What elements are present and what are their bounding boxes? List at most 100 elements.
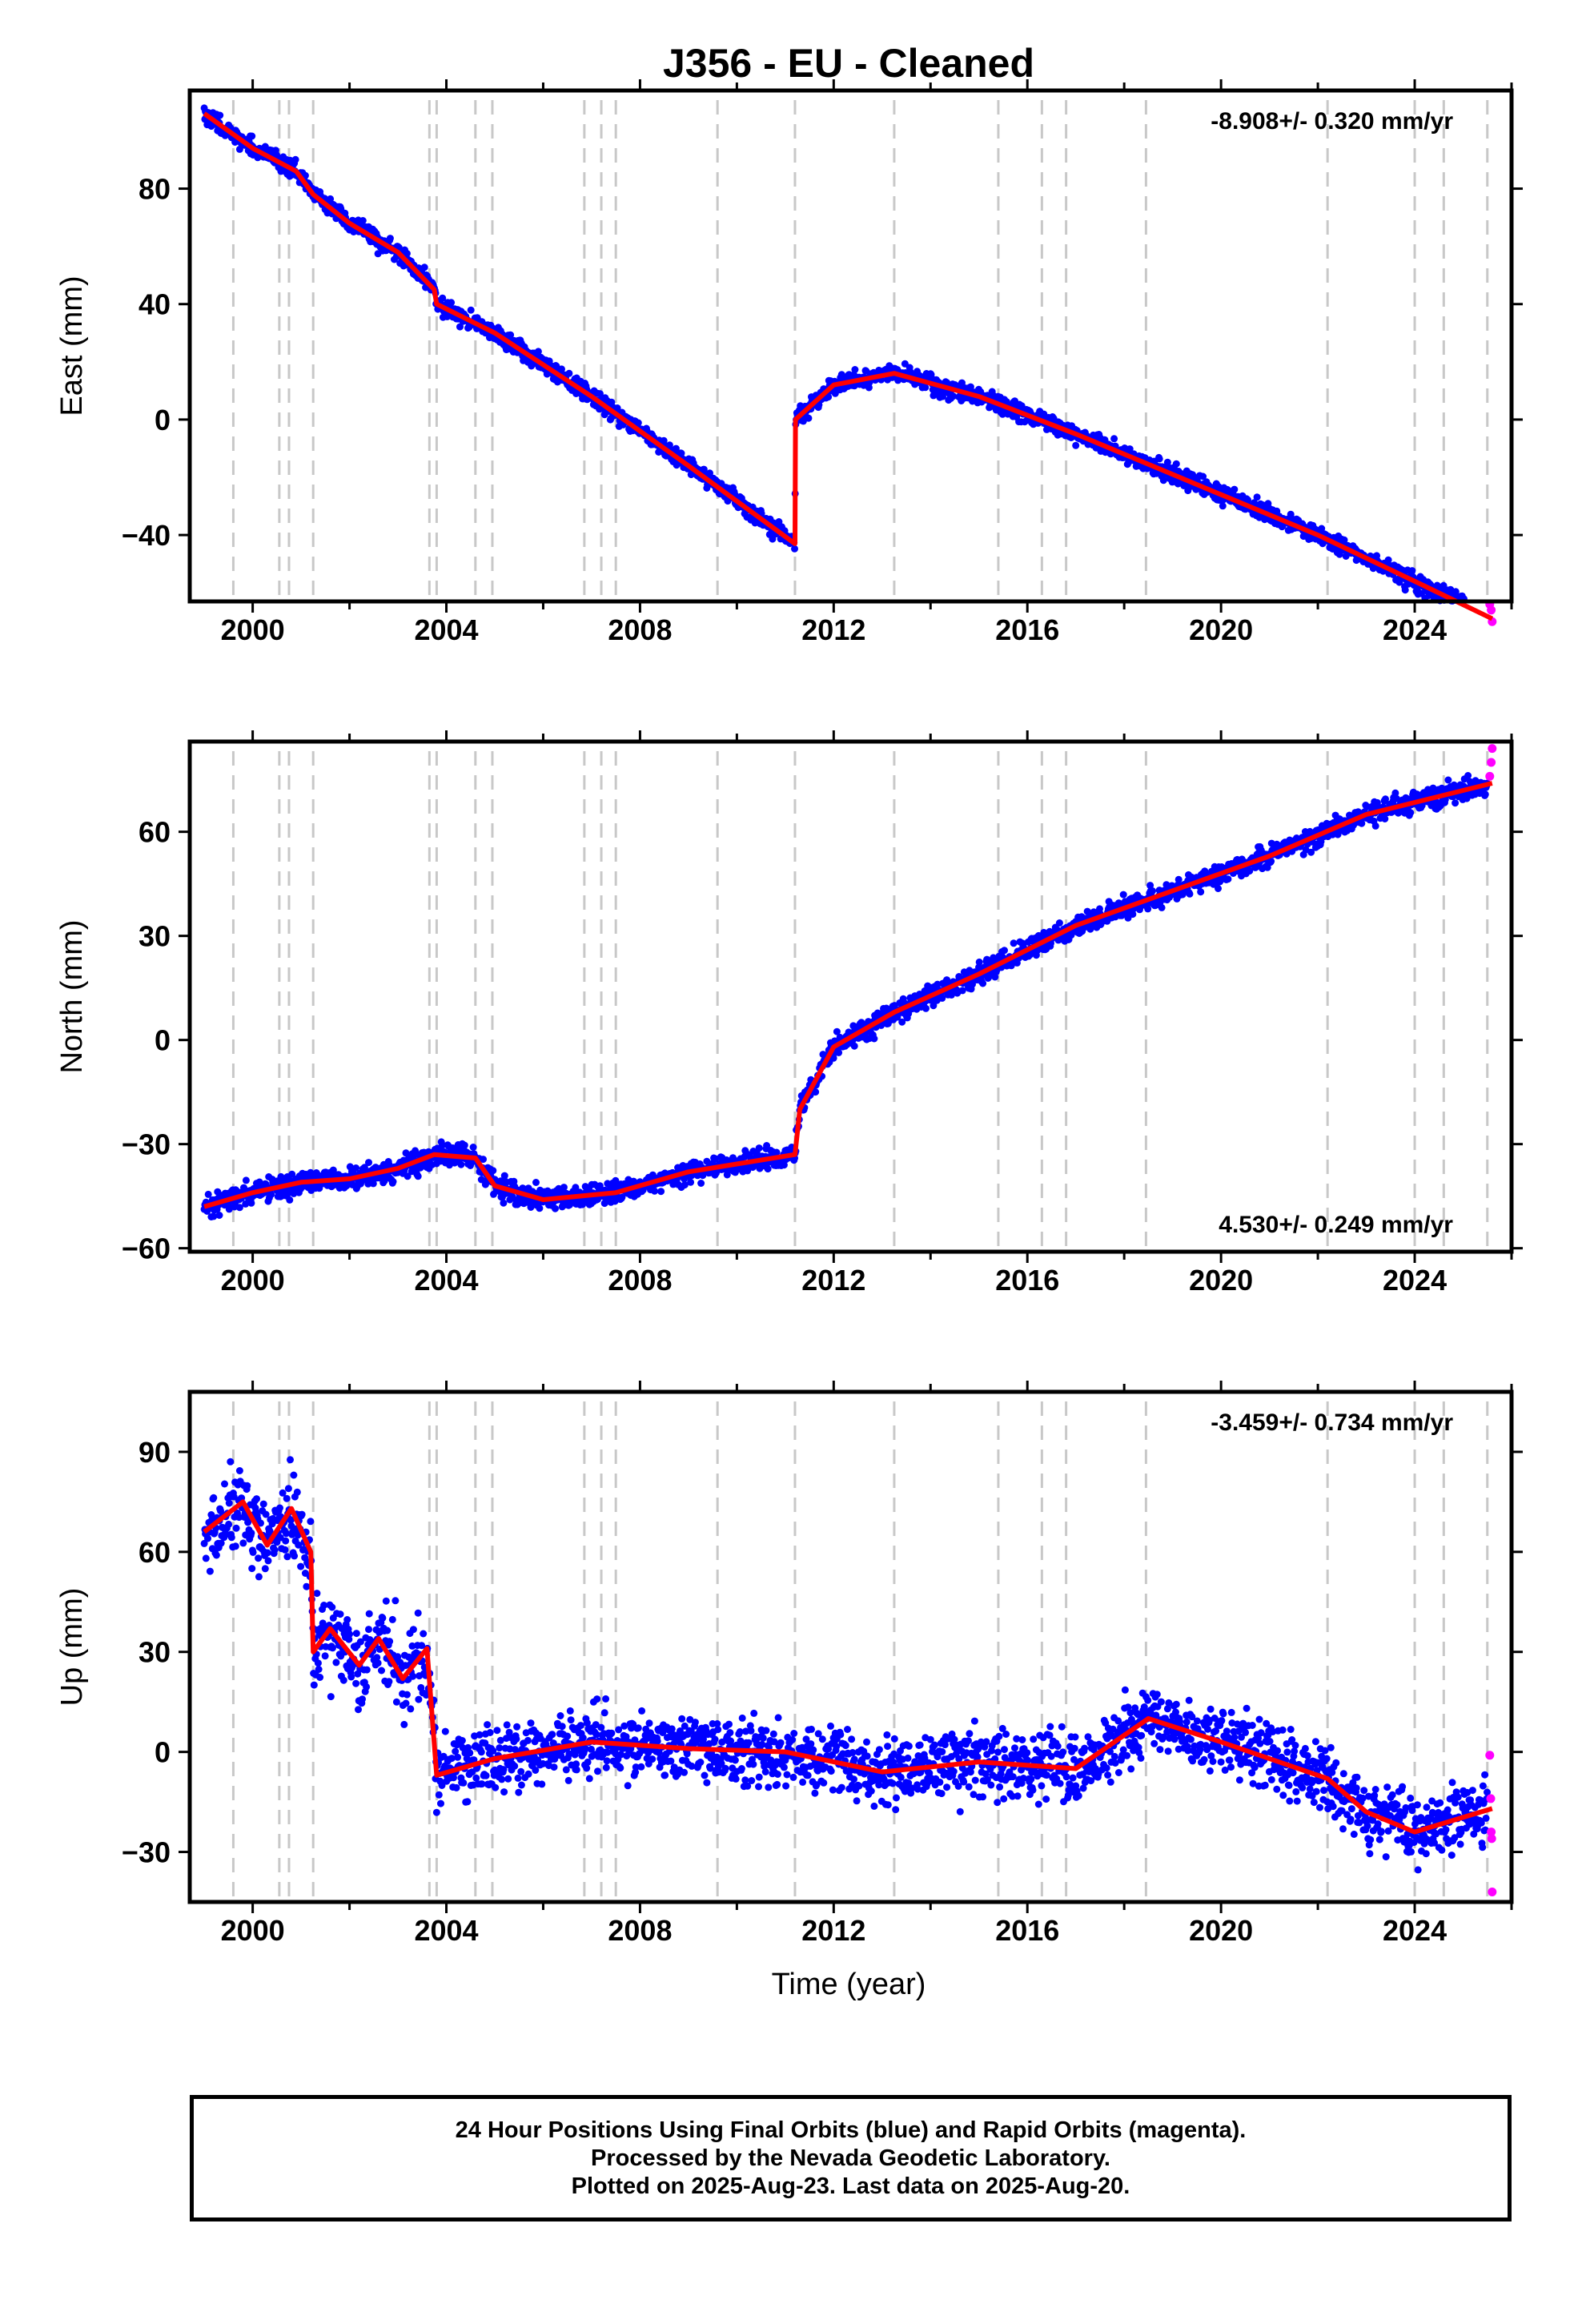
final-point bbox=[1452, 799, 1460, 807]
final-point bbox=[267, 1191, 275, 1199]
y-tick-label: 0 bbox=[155, 1024, 171, 1057]
x-tick-label: 2012 bbox=[801, 1264, 865, 1297]
final-point bbox=[439, 294, 447, 302]
final-point bbox=[363, 1666, 371, 1674]
final-point bbox=[552, 1204, 559, 1212]
y-tick-label: −60 bbox=[122, 1232, 171, 1265]
final-point bbox=[1144, 905, 1152, 913]
final-point bbox=[259, 1500, 267, 1508]
chart-title: J356 - EU - Cleaned bbox=[663, 41, 1034, 86]
final-point bbox=[327, 195, 335, 203]
panel-north: 2000 2004 2008 2012 2016 2020 2024−60−3003060N… bbox=[55, 730, 1523, 1297]
final-point bbox=[227, 1458, 235, 1466]
final-point bbox=[227, 1534, 235, 1542]
final-point bbox=[332, 1659, 340, 1667]
final-point bbox=[489, 1167, 497, 1175]
final-point bbox=[298, 1510, 306, 1518]
final-point bbox=[255, 1573, 263, 1581]
final-point bbox=[950, 392, 958, 400]
x-tick-label: 2024 bbox=[1383, 613, 1447, 646]
final-point bbox=[352, 1679, 360, 1687]
final-point bbox=[307, 1518, 315, 1526]
final-point bbox=[467, 306, 475, 314]
y-tick-label: 60 bbox=[139, 816, 171, 849]
final-point bbox=[791, 545, 798, 553]
final-point bbox=[1231, 485, 1239, 493]
final-point bbox=[225, 1499, 233, 1507]
final-point bbox=[382, 1597, 390, 1605]
x-tick-label: 2000 bbox=[221, 613, 285, 646]
final-point bbox=[415, 1695, 423, 1703]
final-point bbox=[922, 1004, 930, 1012]
final-point bbox=[253, 1495, 260, 1503]
final-point bbox=[1381, 815, 1389, 822]
final-point bbox=[232, 1524, 240, 1532]
final-point bbox=[297, 1562, 305, 1570]
final-point bbox=[432, 1808, 440, 1816]
final-point bbox=[363, 1683, 371, 1691]
final-point bbox=[291, 1552, 299, 1560]
rapid-point bbox=[1487, 605, 1496, 615]
x-tick-label: 2016 bbox=[995, 613, 1059, 646]
final-point bbox=[534, 348, 542, 356]
final-point bbox=[247, 1199, 255, 1207]
final-point bbox=[697, 1180, 705, 1187]
rapid-point bbox=[1485, 771, 1495, 781]
final-point bbox=[634, 419, 642, 427]
final-point bbox=[263, 1549, 271, 1557]
final-point bbox=[313, 1590, 321, 1598]
final-point bbox=[221, 1480, 228, 1488]
final-point bbox=[448, 299, 456, 307]
final-point bbox=[365, 1626, 372, 1634]
final-point bbox=[400, 1720, 408, 1728]
final-point bbox=[456, 323, 464, 331]
final-point bbox=[386, 235, 394, 243]
final-point bbox=[231, 1542, 239, 1550]
rate-annotation: 4.530+/- 0.249 mm/yr bbox=[1219, 1212, 1453, 1238]
final-point bbox=[276, 1504, 283, 1512]
final-point bbox=[507, 331, 515, 339]
final-point bbox=[283, 1553, 291, 1561]
final-point bbox=[700, 465, 708, 473]
final-point bbox=[1219, 502, 1227, 510]
final-point bbox=[403, 250, 411, 258]
final-point bbox=[378, 1667, 385, 1675]
final-point bbox=[1224, 875, 1232, 883]
final-point bbox=[391, 1597, 400, 1605]
final-point bbox=[328, 1603, 336, 1611]
x-tick-label: 2016 bbox=[995, 1264, 1059, 1297]
rapid-point bbox=[1488, 744, 1497, 754]
final-point bbox=[225, 1520, 233, 1528]
final-point bbox=[204, 1534, 211, 1542]
panel-up: 2000 2004 2008 2012 2016 2020 2024−300306090Up… bbox=[55, 1381, 1523, 1947]
final-point bbox=[310, 1681, 318, 1689]
final-point bbox=[216, 111, 224, 119]
final-point bbox=[242, 1176, 250, 1184]
final-point bbox=[315, 1666, 323, 1673]
final-point bbox=[359, 1695, 366, 1703]
final-point bbox=[247, 1529, 255, 1537]
final-point bbox=[409, 1626, 417, 1634]
y-axis-label: North (mm) bbox=[55, 919, 89, 1073]
final-point bbox=[210, 1494, 218, 1502]
final-orbit-points bbox=[200, 772, 1491, 1220]
final-point bbox=[1215, 885, 1222, 892]
x-tick-label: 2004 bbox=[414, 613, 478, 646]
final-point bbox=[284, 1485, 292, 1493]
final-point bbox=[414, 1609, 422, 1617]
final-point bbox=[343, 1616, 351, 1623]
final-point bbox=[437, 1799, 444, 1807]
final-point bbox=[1149, 887, 1156, 895]
final-point bbox=[460, 1141, 468, 1149]
final-point bbox=[1197, 888, 1205, 896]
x-tick-label: 2004 bbox=[414, 1264, 478, 1297]
y-axis-label: East (mm) bbox=[55, 275, 89, 416]
final-point bbox=[651, 1187, 659, 1195]
final-point bbox=[352, 1630, 360, 1638]
final-point bbox=[287, 1456, 294, 1464]
final-point bbox=[385, 1678, 393, 1686]
final-point bbox=[347, 1673, 355, 1681]
final-point bbox=[558, 365, 565, 373]
final-point bbox=[825, 393, 833, 401]
